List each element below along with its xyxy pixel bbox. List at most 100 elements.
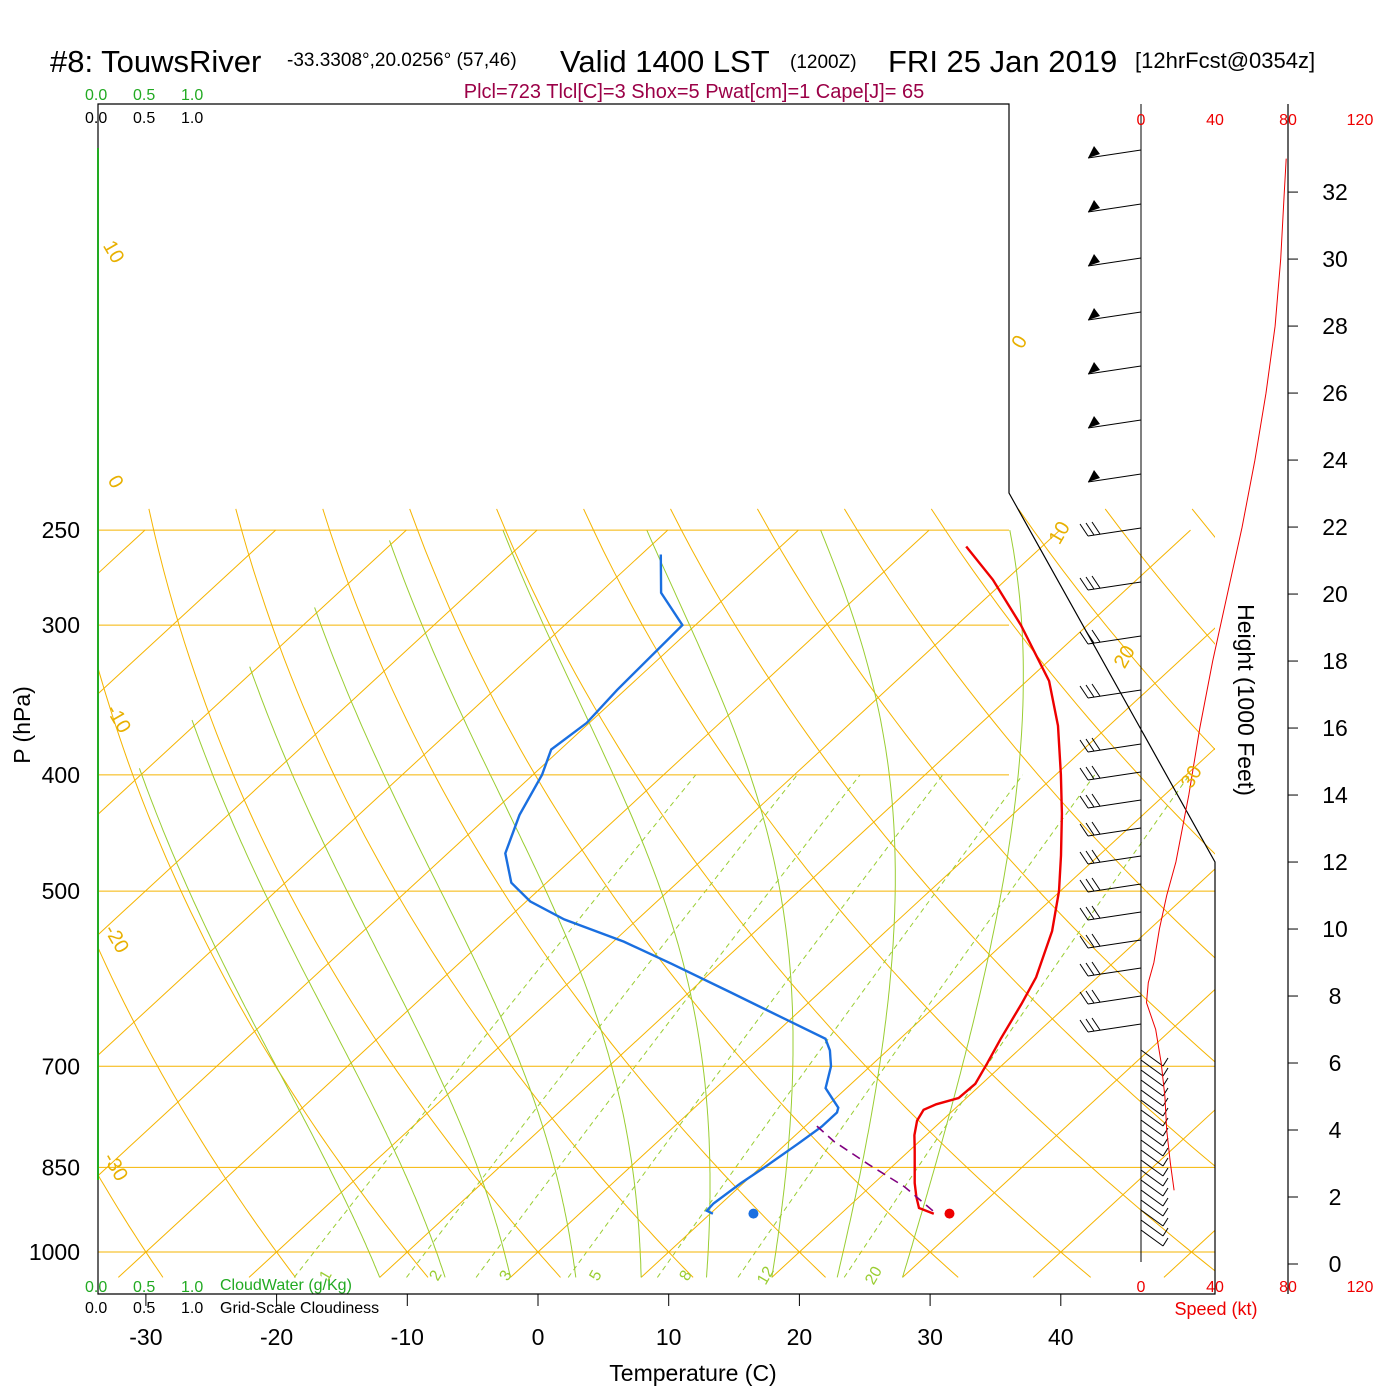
isotherm-label: -10 <box>101 701 135 737</box>
wind-barb-feather <box>1085 684 1095 698</box>
isotherm-line <box>771 868 1215 1278</box>
pressure-tick-label: 250 <box>42 517 80 543</box>
speed-axis-label: Speed (kt) <box>1174 1299 1257 1319</box>
wind-barb <box>1079 961 1142 977</box>
wind-barb-feather <box>1085 990 1095 1004</box>
wind-barb <box>1140 1059 1169 1077</box>
dry-adiabat <box>148 508 561 1278</box>
speed-tick-label-bottom: 40 <box>1206 1279 1224 1296</box>
moist-adiabat <box>138 768 381 1278</box>
wind-barb-feather <box>1091 765 1101 779</box>
wind-barb <box>1087 362 1142 375</box>
wind-barb <box>1079 793 1142 809</box>
pressure-tick-label: 500 <box>42 878 80 904</box>
wind-barb-staff <box>1087 1023 1142 1033</box>
wind-barb <box>1079 765 1142 781</box>
wind-barb <box>1140 1049 1169 1067</box>
mixing-ratio-line <box>567 774 944 1278</box>
dry-adiabat <box>1191 508 1215 538</box>
wind-barb-feather <box>1079 767 1089 781</box>
wind-barb-flag <box>1088 308 1100 320</box>
wind-barb <box>1087 470 1142 483</box>
speed-tick-label-top: 40 <box>1206 112 1224 129</box>
wind-barb-feather <box>1162 1187 1169 1197</box>
wind-barb-staff <box>1140 1179 1164 1197</box>
wind-barb-feather <box>1079 577 1089 591</box>
wind-barb-staff <box>1140 1109 1164 1127</box>
wind-barb-staff <box>1087 689 1142 699</box>
dry-adiabat <box>930 508 1215 855</box>
wind-barb-staff <box>1087 883 1142 893</box>
wind-barb-feather <box>1085 934 1095 948</box>
dry-adiabat <box>235 508 694 1278</box>
isotherm-line <box>1032 1109 1215 1278</box>
wind-barb-feather <box>1091 821 1101 835</box>
height-tick-label: 2 <box>1329 1184 1342 1210</box>
wind-barb-flag <box>1088 416 1100 428</box>
cloudiness-label: Grid-Scale Cloudiness <box>220 1300 379 1317</box>
sounding-series <box>504 545 1064 1219</box>
wind-barb-feather <box>1085 576 1095 590</box>
wind-barb-staff <box>1140 1229 1164 1247</box>
wind-barb-feather <box>1162 1177 1169 1187</box>
wind-barb-staff <box>1087 311 1142 321</box>
wind-barb-staff <box>1087 827 1142 837</box>
wind-barb-feather <box>1079 631 1089 645</box>
dry-adiabat <box>670 508 1215 1167</box>
wind-barb-feather <box>1091 683 1101 697</box>
surface-dewpoint-marker <box>748 1208 759 1219</box>
wind-barb-feather <box>1162 1147 1169 1157</box>
wind-barb-feather <box>1079 685 1089 699</box>
wind-barb-feather <box>1162 1067 1169 1077</box>
wind-barb-staff <box>1140 1069 1164 1087</box>
cl-btick-05: 0.5 <box>133 1300 155 1317</box>
mixing-ratio-line <box>843 774 1190 1278</box>
wind-barb-staff <box>1087 581 1142 591</box>
isotherm-label: 20 <box>1110 642 1140 672</box>
dry-adiabat <box>409 508 959 1278</box>
isotherm-line <box>117 529 930 1278</box>
dry-adiabat <box>583 508 1215 1272</box>
wind-barb <box>1087 308 1142 321</box>
pressure-tick-label: 850 <box>42 1154 80 1180</box>
valid-time: Valid 1400 LST <box>560 44 770 79</box>
mixing-ratio-label: 12 <box>754 1264 778 1288</box>
wind-barb-staff <box>1087 635 1142 645</box>
temperature-tick-label: 20 <box>787 1324 813 1350</box>
wind-barb <box>1087 416 1142 429</box>
wind-barb-feather <box>1079 935 1089 949</box>
wind-barb-feather <box>1091 1017 1101 1031</box>
isotherm-line <box>98 529 538 936</box>
cl-btick-1: 1.0 <box>181 1300 203 1317</box>
isotherm-label: 10 <box>98 237 128 267</box>
wind-barb-feather <box>1162 1217 1169 1227</box>
station-coords: -33.3308°,20.0256° (57,46) <box>287 50 517 71</box>
wind-barb-staff <box>1087 203 1142 213</box>
cw-tick-05: 0.5 <box>133 87 155 104</box>
wind-barb-staff <box>1087 365 1142 375</box>
dry-adiabat <box>98 1174 164 1278</box>
temperature-line <box>913 545 1064 1215</box>
height-tick-label: 8 <box>1329 983 1342 1009</box>
wind-barb <box>1087 200 1142 213</box>
height-tick-label: 22 <box>1322 514 1348 540</box>
isotherm-line <box>98 529 276 695</box>
height-tick-label: 0 <box>1329 1251 1342 1277</box>
height-tick-label: 26 <box>1322 380 1348 406</box>
wind-barb <box>1140 1189 1169 1207</box>
cl-tick-1: 1.0 <box>181 110 203 127</box>
isotherm-line <box>0 530 14 1277</box>
wind-barb-feather <box>1091 737 1101 751</box>
mixing-ratio-label: 5 <box>587 1268 606 1284</box>
speed-tick-label-top: 120 <box>1347 112 1374 129</box>
isotherm-line <box>379 529 1191 1278</box>
pressure-tick-label: 1000 <box>29 1239 80 1265</box>
wind-barb <box>1140 1109 1169 1127</box>
cw-tick-1: 1.0 <box>181 87 203 104</box>
speed-tick-label-bottom: 0 <box>1137 1279 1146 1296</box>
temperature-tick-label: -30 <box>129 1324 162 1350</box>
wind-barb-feather <box>1162 1207 1169 1217</box>
wind-barb-staff <box>1087 527 1142 537</box>
wind-barb-feather <box>1079 739 1089 753</box>
